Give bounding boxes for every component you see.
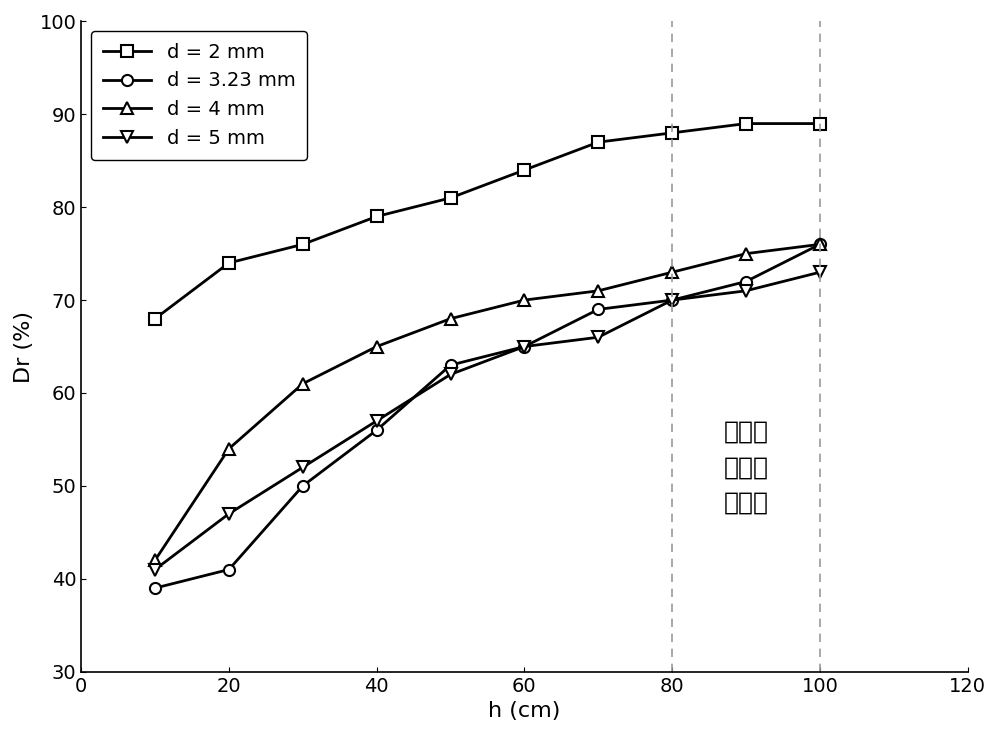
d = 5 mm [814, 268, 826, 276]
d = 3.23 mm [371, 426, 383, 434]
d = 5 mm [740, 287, 752, 295]
X-axis label: h (cm): h (cm) [488, 701, 561, 721]
Line: d = 3.23 mm: d = 3.23 mm [149, 239, 825, 594]
Line: d = 2 mm: d = 2 mm [149, 118, 825, 324]
d = 3.23 mm [518, 342, 530, 351]
d = 4 mm [740, 249, 752, 258]
d = 2 mm [592, 137, 604, 146]
d = 5 mm [297, 463, 309, 472]
d = 4 mm [297, 379, 309, 388]
Y-axis label: Dr (%): Dr (%) [14, 311, 34, 382]
d = 5 mm [518, 342, 530, 351]
d = 4 mm [371, 342, 383, 351]
d = 3.23 mm [223, 565, 235, 574]
d = 4 mm [223, 445, 235, 453]
d = 4 mm [814, 240, 826, 248]
d = 3.23 mm [297, 481, 309, 490]
d = 4 mm [149, 556, 161, 564]
d = 2 mm [518, 165, 530, 174]
d = 3.23 mm [740, 277, 752, 286]
d = 3.23 mm [445, 361, 457, 370]
d = 5 mm [223, 509, 235, 518]
d = 5 mm [371, 417, 383, 426]
d = 5 mm [445, 370, 457, 379]
d = 5 mm [666, 295, 678, 304]
d = 4 mm [592, 287, 604, 295]
d = 4 mm [666, 268, 678, 276]
d = 2 mm [149, 315, 161, 323]
d = 3.23 mm [666, 295, 678, 304]
Text: 稳定相
对密实
度区域: 稳定相 对密实 度区域 [724, 420, 769, 514]
Line: d = 4 mm: d = 4 mm [149, 239, 825, 566]
d = 2 mm [223, 259, 235, 268]
d = 2 mm [740, 119, 752, 128]
d = 2 mm [666, 129, 678, 137]
d = 3.23 mm [149, 584, 161, 592]
d = 2 mm [814, 119, 826, 128]
d = 2 mm [297, 240, 309, 248]
d = 3.23 mm [814, 240, 826, 248]
d = 5 mm [592, 333, 604, 342]
d = 4 mm [445, 315, 457, 323]
Line: d = 5 mm: d = 5 mm [149, 267, 825, 575]
d = 2 mm [371, 212, 383, 221]
d = 2 mm [445, 193, 457, 202]
Legend: d = 2 mm, d = 3.23 mm, d = 4 mm, d = 5 mm: d = 2 mm, d = 3.23 mm, d = 4 mm, d = 5 m… [91, 31, 307, 159]
d = 4 mm [518, 295, 530, 304]
d = 3.23 mm [592, 305, 604, 314]
d = 5 mm [149, 565, 161, 574]
